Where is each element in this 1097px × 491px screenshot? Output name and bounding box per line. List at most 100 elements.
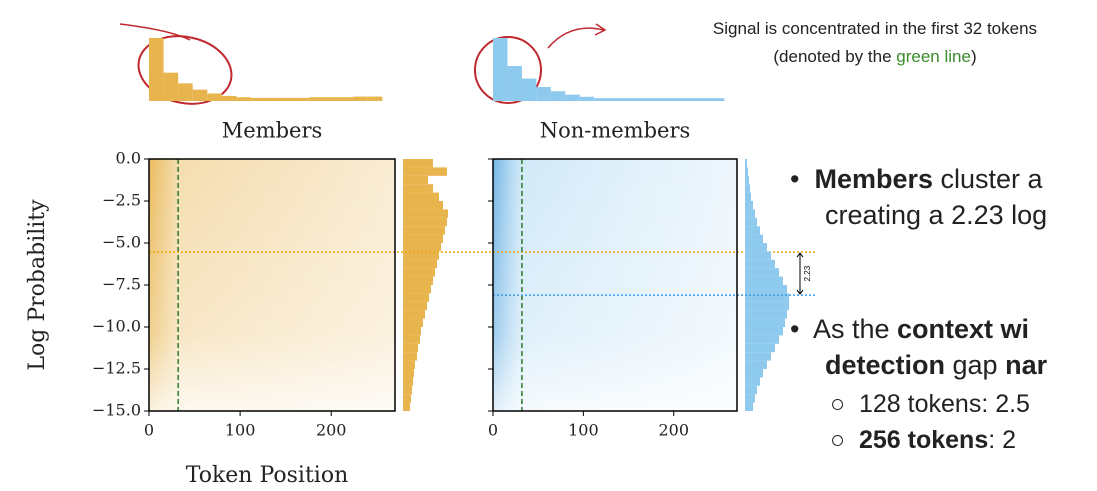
side-hist-bar — [745, 201, 753, 209]
top-hist-bar — [207, 93, 222, 101]
top-hist-bar — [353, 97, 368, 101]
side-hist-bar — [745, 167, 748, 175]
x-tick-label: 200 — [658, 421, 689, 440]
side-hist-bar — [745, 394, 755, 402]
side-hist-bar — [745, 260, 775, 268]
top-hist-bar — [295, 98, 310, 101]
side-hist-bar — [403, 293, 429, 301]
circle-tail — [120, 24, 190, 40]
side-hist-bar — [403, 327, 421, 335]
arrow — [548, 28, 604, 48]
side-hist-bar — [403, 167, 447, 175]
x-tick-label: 0 — [144, 421, 154, 440]
y-tick-label: 0.0 — [116, 149, 141, 168]
top-hist-bar — [251, 98, 266, 101]
side-hist-bar — [745, 209, 755, 217]
gap-label: 2.23 — [803, 265, 812, 281]
top-hist-bar — [667, 98, 681, 101]
annotation-part: (denoted by the — [773, 47, 896, 66]
side-hist-bar — [403, 386, 412, 394]
y-tick-label: −10.0 — [92, 317, 141, 336]
side-hist-bar — [745, 193, 751, 201]
top-hist-bar — [551, 91, 565, 101]
top-hist-bar — [638, 98, 652, 101]
panel-title: Members — [222, 119, 323, 143]
side-hist-bar — [745, 344, 775, 352]
bullet-text: gap — [945, 350, 1005, 380]
top-hist-bar — [507, 66, 521, 101]
x-tick-label: 100 — [225, 421, 256, 440]
side-hist-bar — [403, 184, 433, 192]
top-hist-bar — [580, 97, 594, 101]
top-hist-bar — [368, 97, 383, 101]
bullet-text: As the — [813, 314, 897, 344]
side-hist-bar — [403, 310, 425, 318]
x-tick-label: 100 — [568, 421, 599, 440]
side-hist-bar — [403, 277, 433, 285]
side-hist-bar — [403, 335, 420, 343]
side-hist-bar — [745, 352, 771, 360]
top-hist-bar — [324, 97, 339, 101]
top-hist-bar — [536, 87, 550, 101]
side-hist-bar — [403, 243, 441, 251]
side-hist-bar — [745, 176, 749, 184]
sub-bullet-bold: 256 tokens — [859, 426, 988, 454]
y-tick-label: −2.5 — [102, 191, 141, 210]
side-hist-bar — [403, 377, 413, 385]
side-hist-bar — [745, 310, 787, 318]
density-fade — [493, 159, 737, 411]
side-hist-bar — [745, 251, 771, 259]
panel-title: Non-members — [540, 119, 691, 143]
side-hist-bar — [745, 327, 783, 335]
top-hist-bar — [339, 97, 354, 101]
bullet-line: creating a 2.23 log — [825, 200, 1047, 231]
bullet-bold: detection — [825, 350, 945, 380]
side-hist-bar — [403, 319, 423, 327]
annotation-highlight: green line — [896, 47, 971, 66]
bullet-bold: nar — [1005, 350, 1047, 380]
side-hist-bar — [403, 193, 439, 201]
side-hist-bar — [403, 159, 433, 167]
x-tick-label: 0 — [488, 421, 498, 440]
side-hist-bar — [403, 361, 415, 369]
side-hist-bar — [403, 285, 431, 293]
top-hist-bar — [594, 98, 608, 101]
side-hist-bar — [745, 319, 785, 327]
side-hist-bar — [745, 226, 760, 234]
side-hist-bar — [745, 377, 760, 385]
annotation-part: ) — [971, 47, 977, 66]
top-hist-bar — [652, 98, 666, 101]
side-hist-bar — [745, 277, 783, 285]
side-hist-bar — [403, 302, 427, 310]
bullet-bold: context wi — [897, 314, 1029, 344]
side-hist-bar — [403, 226, 445, 234]
top-hist-bar — [681, 98, 695, 101]
sub-bullet: ○ 128 tokens: 2.5 — [830, 390, 1030, 419]
top-hist-bar — [565, 95, 579, 101]
sub-bullet-text: : 2 — [988, 426, 1016, 454]
side-hist-bar — [403, 352, 417, 360]
top-hist-bar — [164, 73, 179, 101]
side-hist-bar — [745, 386, 757, 394]
top-hist-bar — [623, 98, 637, 101]
side-hist-bar — [745, 243, 767, 251]
bullet-text: cluster a — [933, 164, 1043, 194]
side-hist-bar — [403, 344, 418, 352]
y-tick-label: −7.5 — [102, 275, 141, 294]
top-hist-bar — [522, 79, 536, 101]
top-hist-bar — [193, 90, 208, 101]
annotation: Signal is concentrated in the first 32 t… — [713, 19, 1037, 38]
side-hist-bar — [403, 218, 447, 226]
side-hist-bar — [745, 218, 757, 226]
top-hist-bar — [710, 98, 724, 101]
side-hist-bar — [745, 369, 763, 377]
y-tick-label: −12.5 — [92, 359, 141, 378]
side-hist-bar — [745, 184, 750, 192]
bullet: • Members cluster a — [790, 164, 1043, 195]
bullet-line: detection gap nar — [825, 350, 1047, 381]
side-hist-bar — [403, 268, 435, 276]
y-tick-label: −15.0 — [92, 401, 141, 420]
top-hist-bar — [178, 83, 193, 101]
side-hist-bar — [745, 285, 787, 293]
x-axis-label: Token Position — [186, 463, 349, 488]
